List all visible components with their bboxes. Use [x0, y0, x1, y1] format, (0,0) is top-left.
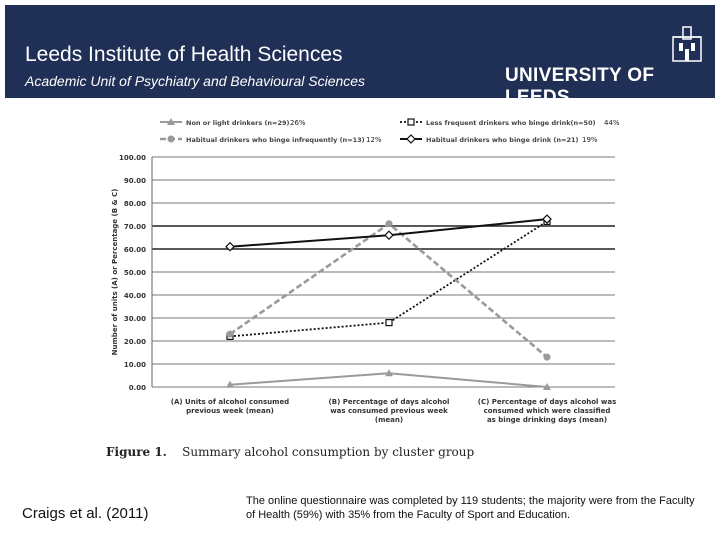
y-tick-label: 90.00	[124, 177, 146, 185]
series-3-point	[226, 330, 234, 338]
series-1-point	[226, 380, 234, 388]
series-4-point	[542, 214, 552, 224]
y-tick-label: 50.00	[124, 269, 146, 277]
series-line-2	[229, 220, 548, 338]
series-2-point	[385, 319, 393, 327]
header-banner: Leeds Institute of Health Sciences Acade…	[5, 5, 715, 108]
y-tick-label: 20.00	[124, 338, 146, 346]
x-category-label: (B) Percentage of days alcohol	[329, 398, 450, 406]
x-category-label: (A) Units of alcohol consumed	[171, 398, 289, 406]
legend-label: Less frequent drinkers who binge drink(n…	[426, 119, 596, 127]
series-3-point	[385, 220, 393, 228]
legend-label: Non or light drinkers (n=29)	[186, 119, 290, 127]
figure-caption: Figure 1. Summary alcohol consumption by…	[106, 445, 474, 459]
y-axis-label: Number of units (A) or Percentage (B & C…	[111, 189, 119, 356]
legend-marker	[167, 118, 175, 125]
page-title: Leeds Institute of Health Sciences	[25, 43, 343, 66]
x-category-label: (C) Percentage of days alcohol was	[478, 398, 617, 406]
page-subtitle: Academic Unit of Psychiatry and Behaviou…	[25, 73, 366, 89]
x-category-label: (mean)	[375, 416, 403, 424]
figure-caption-text: Summary alcohol consumption by cluster g…	[182, 445, 475, 459]
legend-label: Habitual drinkers who binge infrequently…	[186, 136, 365, 144]
legend-marker	[167, 135, 175, 143]
university-crest-icon	[672, 26, 702, 62]
x-category-label: previous week (mean)	[186, 407, 274, 415]
legend-share-label: 44%	[604, 119, 620, 127]
x-category-label: as binge drinking days (mean)	[487, 416, 607, 424]
series-4-point	[225, 241, 235, 252]
legend-share-label: 12%	[366, 136, 382, 144]
y-tick-label: 10.00	[124, 361, 146, 369]
study-note: The online questionnaire was completed b…	[246, 495, 695, 521]
x-category-label: was consumed previous week	[330, 407, 448, 415]
y-tick-label: 30.00	[124, 315, 146, 323]
y-tick-label: 80.00	[124, 200, 146, 208]
y-tick-label: 0.00	[129, 384, 146, 392]
university-wordmark: UNIVERSITY OF LEEDS	[505, 65, 655, 108]
y-tick-label: 40.00	[124, 292, 146, 300]
legend-label: Habitual drinkers who binge drink (n=21)	[426, 136, 579, 144]
citation: Craigs et al. (2011)	[22, 505, 149, 522]
figure-label: Figure 1.	[106, 445, 167, 459]
legend-share-label: 26%	[290, 119, 306, 127]
legend-marker	[406, 134, 416, 144]
series-1-point	[543, 383, 551, 390]
series-3-point	[543, 353, 551, 361]
y-tick-label: 70.00	[124, 223, 146, 231]
series-4-point	[384, 230, 394, 241]
legend-marker	[407, 118, 415, 126]
y-tick-label: 100.00	[119, 154, 146, 162]
legend-share-label: 19%	[582, 136, 598, 144]
x-category-label: consumed which were classified	[484, 407, 611, 415]
series-1-point	[385, 369, 393, 377]
y-tick-label: 60.00	[124, 246, 146, 254]
chart-container: 0.00 10.00 20.00 30.00 40.00 50.00 60.00 70.00 8…	[100, 112, 620, 447]
line-chart: 0.00 10.00 20.00 30.00 40.00 50.00 60.00 70.00 8…	[111, 118, 620, 424]
